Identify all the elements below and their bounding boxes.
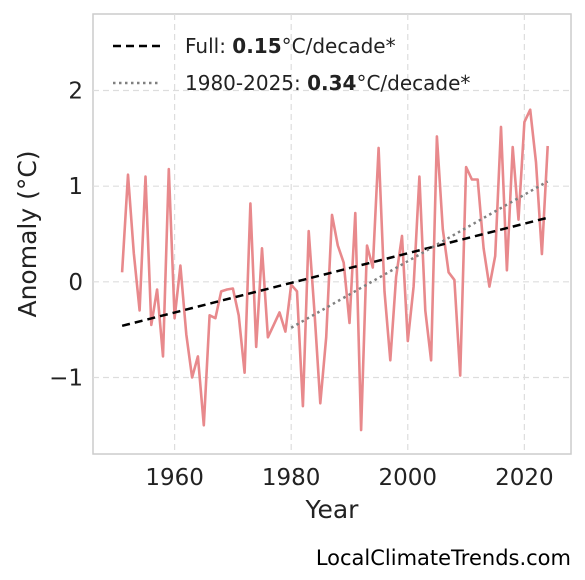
y-axis-label: Anomaly (°C) [13, 150, 42, 317]
x-tick-label: 1960 [145, 465, 204, 491]
grid-lines [93, 14, 571, 454]
anomaly-series-line [120, 108, 549, 432]
recent-trend-line [290, 180, 549, 329]
y-tick-label: 1 [68, 174, 83, 200]
full-trend-line [121, 216, 548, 328]
x-tick-label: 1980 [262, 465, 321, 491]
x-tick-label: 2000 [379, 465, 438, 491]
watermark: LocalClimateTrends.com [315, 546, 571, 570]
tick-labels: 1960 1980 2000 2020 2 1 0 −1 [49, 79, 554, 491]
x-axis-label: Year [305, 495, 360, 524]
y-tick-label: 2 [68, 79, 83, 105]
x-tick-label: 2020 [495, 465, 554, 491]
legend-recent-label: 1980-2025: 0.34°C/decade* [185, 71, 470, 95]
data-layer [120, 108, 549, 432]
legend-full-label: Full: 0.15°C/decade* [185, 34, 396, 58]
legend: Full: 0.15°C/decade* 1980-2025: 0.34°C/de… [113, 34, 470, 95]
y-tick-label: −1 [49, 365, 83, 391]
y-tick-label: 0 [68, 270, 83, 296]
